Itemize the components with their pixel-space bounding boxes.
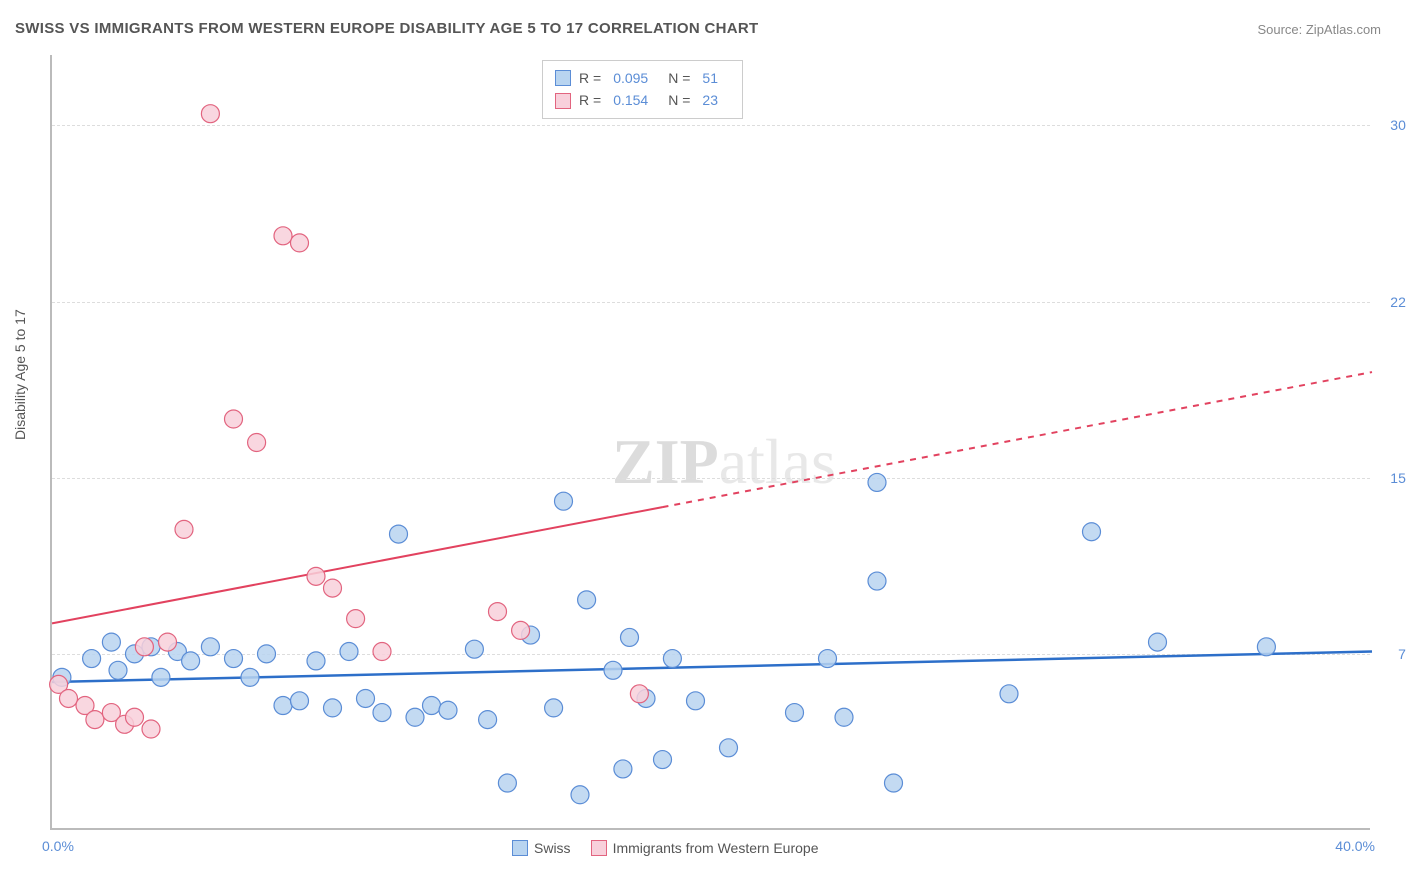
legend-series-label: Immigrants from Western Europe xyxy=(613,840,819,856)
x-tick-max: 40.0% xyxy=(1335,838,1375,854)
legend-r-label: R = xyxy=(579,89,601,111)
legend-n-label: N = xyxy=(668,89,690,111)
legend-row: R = 0.154 N = 23 xyxy=(555,89,730,111)
y-tick-label: 7.5% xyxy=(1398,646,1406,662)
legend-item: Swiss xyxy=(512,840,571,856)
legend-n-label: N = xyxy=(668,67,690,89)
legend-swatch xyxy=(591,840,607,856)
legend-row: R = 0.095 N = 51 xyxy=(555,67,730,89)
legend-item: Immigrants from Western Europe xyxy=(591,840,819,856)
legend-correlation: R = 0.095 N = 51 R = 0.154 N = 23 xyxy=(542,60,743,119)
y-axis-label: Disability Age 5 to 17 xyxy=(12,309,28,440)
chart-area: ZIPatlas 7.5%15.0%22.5%30.0% R =0.095N =… xyxy=(50,55,1370,830)
legend-r-label: R = xyxy=(579,67,601,89)
y-tick-label: 22.5% xyxy=(1390,294,1406,310)
y-tick-label: 15.0% xyxy=(1390,470,1406,486)
legend-swatch xyxy=(512,840,528,856)
legend-n-value: 51 xyxy=(702,67,718,89)
x-tick-min: 0.0% xyxy=(42,838,74,854)
legend-r-value: 0.154 xyxy=(613,89,648,111)
legend-r-value: 0.095 xyxy=(613,67,648,89)
scatter-plot xyxy=(52,55,1370,828)
y-tick-label: 30.0% xyxy=(1390,117,1406,133)
legend-swatch xyxy=(555,93,571,109)
legend-n-value: 23 xyxy=(702,89,718,111)
source-label: Source: ZipAtlas.com xyxy=(1257,22,1381,37)
chart-title: SWISS VS IMMIGRANTS FROM WESTERN EUROPE … xyxy=(15,20,759,37)
legend-series-label: Swiss xyxy=(534,840,571,856)
legend-series: Swiss Immigrants from Western Europe xyxy=(512,840,818,856)
legend-swatch xyxy=(555,70,571,86)
